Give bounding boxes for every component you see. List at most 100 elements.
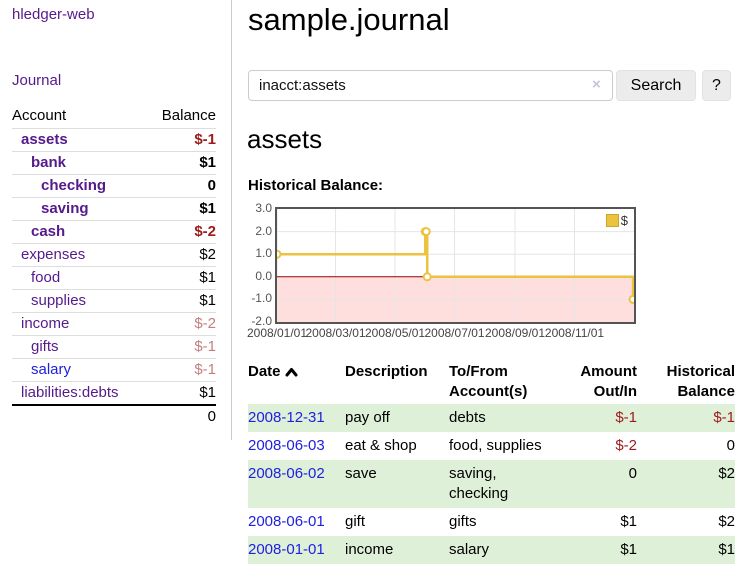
search-input[interactable]: [248, 70, 613, 101]
y-axis-tick-label: 2.0: [255, 223, 272, 238]
register-amount-cell: 0: [628, 465, 637, 482]
register-accounts-cell: saving, checking: [449, 465, 509, 502]
chart-title: Historical Balance:: [248, 177, 384, 194]
help-button[interactable]: ?: [702, 70, 731, 101]
account-balance: $1: [140, 381, 216, 405]
account-link[interactable]: salary: [31, 361, 72, 378]
register-balance-cell: $1: [718, 541, 735, 558]
transaction-date-link[interactable]: 2008-06-01: [248, 513, 325, 530]
account-balance: $-2: [140, 312, 216, 336]
transaction-date-link[interactable]: 2008-12-31: [248, 409, 325, 426]
account-link[interactable]: supplies: [31, 292, 87, 309]
transaction-date-link[interactable]: 2008-06-02: [248, 465, 325, 482]
account-name-cell: bank: [12, 151, 140, 175]
y-axis-tick-label: 3.0: [255, 201, 272, 215]
app-brand-link[interactable]: hledger-web: [12, 6, 95, 23]
register-date-cell: 2008-06-02: [248, 460, 345, 508]
account-row: assets $-1: [12, 128, 216, 152]
y-axis-tick-label: -1.0: [251, 291, 272, 306]
account-link[interactable]: cash: [31, 223, 66, 240]
account-balance: $2: [140, 243, 216, 267]
account-row: cash $-2: [12, 220, 216, 244]
accounts-header-balance: Balance: [161, 107, 216, 124]
account-name-cell: saving: [12, 197, 140, 221]
clear-search-icon[interactable]: ×: [592, 76, 601, 93]
account-link[interactable]: assets: [21, 131, 68, 148]
register-header-accounts: To/From Account(s): [449, 363, 528, 400]
account-balance: $1: [140, 289, 216, 313]
register-description-cell: save: [345, 465, 377, 482]
transaction-date-link[interactable]: 2008-06-03: [248, 437, 325, 454]
chevron-up-icon: [285, 368, 298, 377]
account-balance: 0: [140, 174, 216, 198]
register-date-cell: 2008-06-03: [248, 432, 345, 460]
register-header-balance: Historical Balance: [666, 363, 735, 400]
account-row: expenses $2: [12, 243, 216, 267]
y-axis-tick-label: 0.0: [255, 268, 272, 283]
register-accounts-cell: gifts: [449, 513, 477, 530]
accounts-total-value: 0: [140, 404, 216, 428]
account-name-cell: salary: [12, 358, 140, 382]
x-axis-tick-label: 2008/05/01: [364, 326, 426, 340]
register-balance-cell: $-1: [713, 409, 735, 426]
accounts-table: Account Balance assets $-1 bank $1 checking 0…: [12, 104, 216, 428]
register-row: 2008-12-31 pay off debts $-1 $-1: [248, 404, 735, 432]
account-link[interactable]: gifts: [31, 338, 59, 355]
register-row: 2008-01-01 income salary $1 $1: [248, 536, 735, 564]
y-axis-tick-label: -2.0: [251, 314, 272, 328]
register-header-description: Description: [345, 363, 428, 380]
transaction-date-link[interactable]: 2008-01-01: [248, 541, 325, 558]
register-accounts-cell: debts: [449, 409, 486, 426]
account-name-cell: food: [12, 266, 140, 290]
sidebar-divider: [231, 0, 232, 440]
account-name-cell: expenses: [12, 243, 140, 267]
register-balance-cell: $2: [718, 513, 735, 530]
account-link[interactable]: expenses: [21, 246, 86, 263]
register-amount-cell: $-2: [615, 437, 637, 454]
sidebar: hledger-web Journal Account Balance asse…: [0, 0, 231, 440]
account-heading: assets: [247, 124, 323, 154]
account-name-cell: gifts: [12, 335, 140, 359]
register-header-date[interactable]: Date: [248, 360, 345, 404]
legend-swatch-icon: [605, 214, 619, 227]
register-balance-cell: 0: [726, 437, 735, 454]
sidebar-item-journal[interactable]: Journal: [12, 72, 62, 89]
account-balance: $1: [140, 151, 216, 175]
legend-label: $: [620, 213, 628, 228]
account-name-cell: checking: [12, 174, 140, 198]
register-accounts-cell: food, supplies: [449, 437, 542, 454]
search-button[interactable]: Search: [616, 70, 696, 101]
register-amount-cell: $1: [620, 541, 637, 558]
account-link[interactable]: saving: [41, 200, 89, 217]
x-axis-tick-label: 2008/09/01: [484, 326, 546, 340]
account-link[interactable]: income: [21, 315, 70, 332]
accounts-header-row: Account Balance: [12, 104, 216, 129]
account-link[interactable]: liabilities:debts: [21, 384, 119, 401]
register-date-cell: 2008-12-31: [248, 404, 345, 432]
x-axis-tick-label: 2008/03/01: [305, 326, 366, 340]
account-balance: $1: [140, 266, 216, 290]
register-description-cell: income: [345, 541, 394, 558]
register-table-body: 2008-12-31 pay off debts $-1 $-1 2008-06-03 ea…: [248, 404, 735, 564]
account-row: checking 0: [12, 174, 216, 198]
register-header-row: Date Description To/From Account(s) Amou…: [248, 360, 735, 404]
account-row: supplies $1: [12, 289, 216, 313]
accounts-table-body: assets $-1 bank $1 checking 0 saving $1 cash $-2 e…: [12, 128, 216, 405]
account-link[interactable]: checking: [41, 177, 107, 194]
account-balance: $-1: [140, 335, 216, 359]
register-amount-cell: $1: [620, 513, 637, 530]
register-description-cell: eat & shop: [345, 437, 417, 454]
accounts-header-account: Account: [12, 107, 67, 124]
register-row: 2008-06-03 eat & shop food, supplies $-2 0: [248, 432, 735, 460]
x-axis-tick-label: 2008/01/01: [246, 326, 308, 340]
register-row: 2008-06-01 gift gifts $1 $2: [248, 508, 735, 536]
account-name-cell: income: [12, 312, 140, 336]
account-link[interactable]: bank: [31, 154, 67, 171]
accounts-total-spacer: [12, 404, 140, 428]
register-accounts-cell: salary: [449, 541, 490, 558]
account-name-cell: assets: [12, 128, 140, 152]
account-link[interactable]: food: [31, 269, 61, 286]
page-title: sample.journal: [248, 2, 450, 37]
register-row: 2008-06-02 save saving, checking 0 $2: [248, 460, 735, 508]
account-row: bank $1: [12, 151, 216, 175]
